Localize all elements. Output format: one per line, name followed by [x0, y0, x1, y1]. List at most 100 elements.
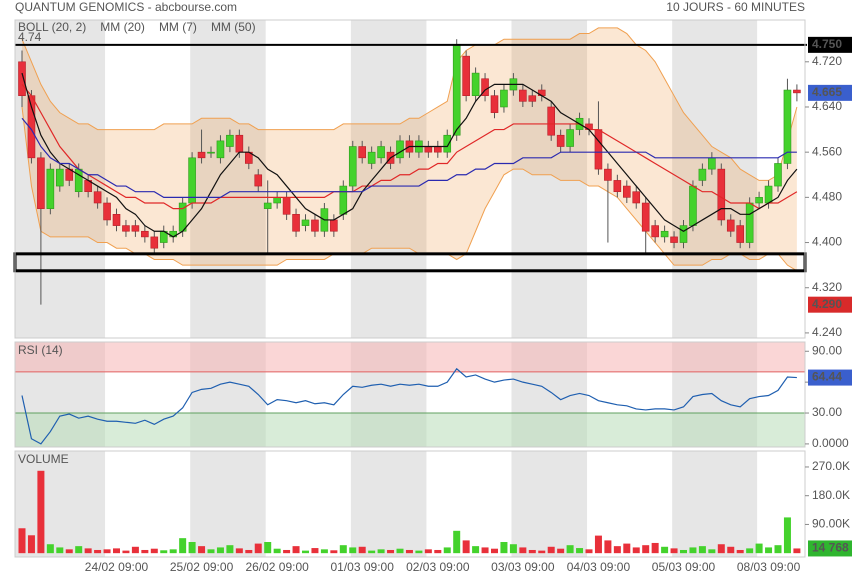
- legend-entry: MM (7): [159, 20, 197, 34]
- candle-body: [330, 219, 338, 232]
- resistance-label: 4.750: [812, 37, 842, 51]
- volume-bar: [472, 546, 480, 554]
- candle-body: [207, 151, 215, 154]
- day-shade: [350, 20, 427, 338]
- legend-entry: MM (50): [211, 20, 256, 34]
- y-tick-label: 90.00: [812, 343, 842, 357]
- candle-body: [55, 168, 64, 187]
- volume-bar: [746, 548, 754, 554]
- candle-body: [74, 168, 83, 193]
- candle-body: [292, 214, 300, 232]
- low-price-box: [808, 296, 852, 313]
- y-tick-label: 270.0K: [812, 459, 850, 473]
- volume-bar: [642, 545, 650, 554]
- candle-body: [348, 146, 357, 187]
- volume-bar: [302, 550, 309, 554]
- volume-bar: [75, 546, 83, 554]
- candle-body: [736, 225, 745, 243]
- volume-bar: [547, 546, 555, 554]
- candle-body: [679, 225, 688, 243]
- bollinger-upper: [21, 27, 798, 181]
- volume-bar: [141, 549, 149, 554]
- volume-bar: [264, 541, 272, 554]
- volume-bar: [453, 530, 461, 554]
- volume-bar: [216, 547, 224, 554]
- low-price-label: 4.290: [812, 297, 842, 311]
- candle-body: [755, 197, 763, 204]
- candle-body: [641, 202, 650, 232]
- candle-body: [698, 168, 707, 181]
- volume-bar: [519, 547, 527, 554]
- candle-body: [566, 129, 574, 147]
- candle-body: [745, 202, 754, 243]
- x-tick-label: 05/03 09:00: [652, 560, 716, 574]
- volume-bar: [708, 549, 716, 554]
- candle-body: [37, 157, 45, 209]
- day-shade: [190, 451, 266, 557]
- volume-bar: [113, 548, 120, 554]
- resistance-box: [808, 36, 852, 53]
- candle-body: [556, 134, 565, 147]
- volume-bar: [207, 549, 215, 554]
- volume-bar: [330, 550, 338, 554]
- x-tick-label: 02/03 09:00: [406, 560, 470, 574]
- volume-bar: [311, 548, 319, 554]
- candle-body: [462, 55, 470, 96]
- volume-bar: [188, 541, 196, 554]
- volume-bar: [46, 544, 54, 554]
- candle-body: [764, 185, 773, 204]
- volume-bar: [661, 546, 669, 554]
- volume-bar: [632, 547, 640, 554]
- x-tick-label: 26/02 09:00: [245, 560, 309, 574]
- volume-bar: [122, 550, 130, 554]
- x-tick-label: 04/03 09:00: [567, 560, 631, 574]
- volume-bar: [481, 547, 489, 554]
- candle-body: [216, 140, 225, 159]
- candle-body: [433, 146, 442, 153]
- volume-bar: [273, 548, 281, 554]
- volume-bar: [226, 545, 234, 554]
- volume-bar: [717, 544, 725, 554]
- oversold-zone: [15, 413, 805, 447]
- volume-bar: [235, 548, 243, 554]
- x-tick-label: 08/03 09:00: [737, 560, 801, 574]
- volume-bar: [509, 544, 517, 554]
- candle-body: [500, 89, 508, 108]
- volume-bar: [65, 549, 73, 554]
- volume-bar: [689, 547, 697, 554]
- volume-bar: [387, 549, 395, 554]
- panel-frame: [14, 341, 806, 448]
- candle-body: [301, 219, 310, 226]
- volume-bar: [358, 546, 366, 554]
- candle-body: [594, 129, 603, 170]
- candle-body: [528, 95, 537, 102]
- volume-bar: [56, 547, 64, 554]
- candle-body: [311, 219, 319, 232]
- volume-bar: [491, 548, 498, 554]
- bollinger-lower: [21, 106, 798, 272]
- volume-bar: [670, 548, 678, 554]
- volume-bar: [150, 548, 158, 554]
- volume-bar: [500, 541, 508, 554]
- candle-body: [604, 168, 612, 181]
- volume-bar: [443, 547, 451, 554]
- volume-bar: [698, 546, 706, 554]
- volume-bar: [292, 546, 300, 554]
- volume-bar: [415, 550, 423, 554]
- volume-bar: [434, 549, 442, 554]
- candle-body: [708, 157, 716, 170]
- volume-bar: [557, 548, 565, 554]
- day-shade: [105, 20, 191, 338]
- volume-bar: [538, 550, 546, 554]
- last-price-box: [808, 84, 852, 101]
- x-tick-label: 03/03 09:00: [491, 560, 555, 574]
- volume-bar: [528, 549, 536, 554]
- candle-body: [358, 146, 367, 159]
- panel-frame: [14, 450, 806, 558]
- volume-bar: [160, 550, 168, 554]
- volume-bar: [254, 543, 262, 554]
- volume-bar: [774, 545, 782, 554]
- candle-body: [141, 230, 149, 238]
- volume-bar: [462, 540, 470, 554]
- candle-body: [443, 134, 452, 153]
